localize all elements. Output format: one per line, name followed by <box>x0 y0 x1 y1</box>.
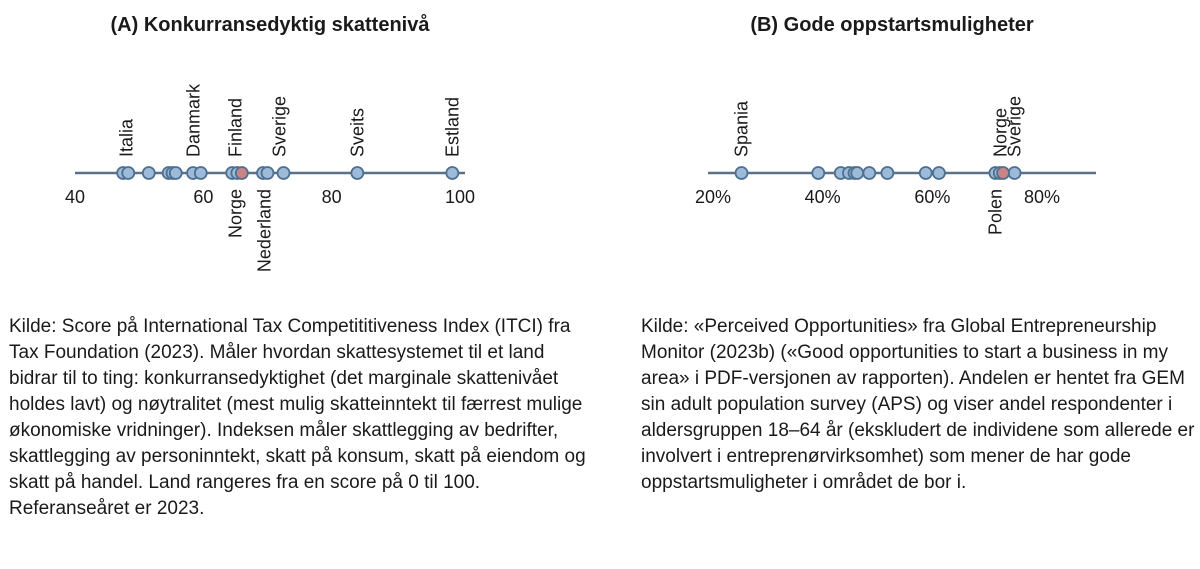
data-point <box>862 166 877 180</box>
data-point <box>276 166 291 180</box>
chart-title-b: (B) Gode oppstartsmuligheter <box>750 14 1034 36</box>
country-label: Sverige <box>1005 96 1025 157</box>
tick-label: 40 <box>65 187 85 207</box>
highlight-point-norge <box>234 166 249 180</box>
tick-label: 20% <box>695 187 731 207</box>
data-point <box>121 166 136 180</box>
tick-label: 80% <box>1024 187 1060 207</box>
data-point <box>932 166 946 180</box>
tick-label: 60% <box>914 187 950 207</box>
chart-panel-a: (A) Konkurransedyktig skattenivå 40 60 80 1… <box>0 0 600 300</box>
data-point <box>350 166 365 180</box>
data-point <box>918 166 933 180</box>
country-label: Finland <box>225 98 245 157</box>
tick-label: 80 <box>322 187 342 207</box>
chart-panel-b: (B) Gode oppstartsmuligheter 20% 40% 60% 80… <box>600 0 1200 300</box>
country-label: Estland <box>442 97 462 157</box>
country-label: Italia <box>116 118 136 157</box>
country-label: Danmark <box>184 83 204 157</box>
data-point <box>850 166 865 180</box>
data-point <box>141 166 156 180</box>
country-label: Sveits <box>347 108 367 157</box>
data-point <box>734 166 749 180</box>
data-point <box>811 166 826 180</box>
tick-label: 100 <box>445 187 475 207</box>
country-label: Sverige <box>270 96 290 157</box>
tick-label: 60 <box>193 187 213 207</box>
country-label: Nederland <box>254 189 274 272</box>
data-point <box>445 166 460 180</box>
highlight-point-norge <box>996 166 1010 180</box>
country-label: Norge <box>225 189 245 238</box>
country-label: Polen <box>985 189 1005 235</box>
data-point <box>880 166 895 180</box>
country-label: Spania <box>732 100 752 157</box>
chart-a: 40 60 80 100 Italia Danmark Finland Sverige Svei… <box>65 83 475 272</box>
data-point <box>1007 166 1022 180</box>
tick-label: 40% <box>805 187 841 207</box>
data-point <box>168 166 183 180</box>
chart-title-a: (A) Konkurransedyktig skattenivå <box>110 14 430 36</box>
source-caption-a: Kilde: Score på International Tax Compet… <box>9 316 586 519</box>
data-point <box>260 166 275 180</box>
data-point <box>193 166 208 180</box>
source-caption-b: Kilde: «Perceived Opportunities» fra Glo… <box>641 316 1195 493</box>
country-label: Norge <box>990 108 1010 157</box>
